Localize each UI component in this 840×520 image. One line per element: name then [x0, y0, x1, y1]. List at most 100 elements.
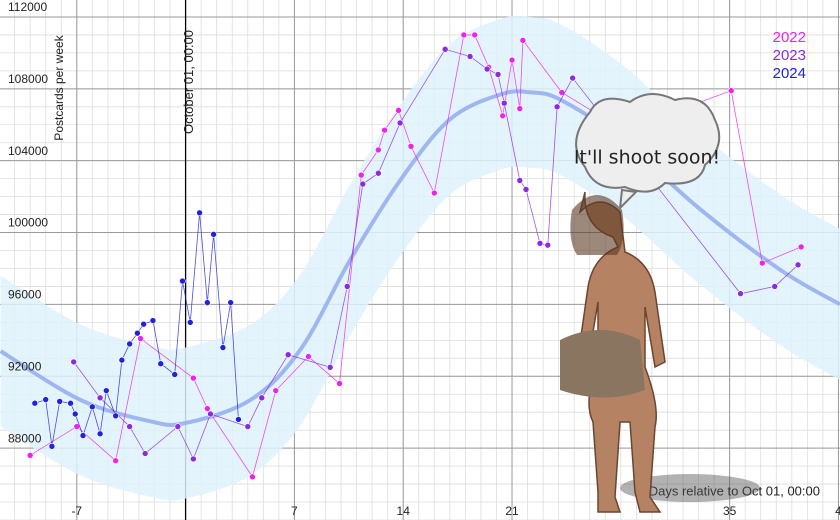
point: [190, 374, 197, 382]
point: [112, 457, 119, 465]
point: [204, 299, 211, 306]
hair: [570, 195, 624, 255]
series-line: [29, 34, 802, 478]
point: [516, 177, 524, 184]
y-tick-label: 96000: [8, 288, 42, 302]
point: [508, 56, 516, 64]
point: [42, 396, 49, 403]
point: [96, 394, 104, 402]
x-tick-label: -7: [71, 504, 82, 518]
x-tick-label: 35: [723, 504, 737, 518]
point: [134, 329, 141, 337]
point: [48, 443, 56, 450]
point: [272, 387, 280, 394]
point: [26, 452, 34, 459]
annotation: It'll shoot soon!: [574, 147, 720, 169]
legend-entry: 2024: [773, 65, 806, 82]
point: [112, 412, 119, 420]
point: [140, 320, 147, 328]
shadow: [620, 474, 760, 502]
point: [258, 394, 266, 402]
point: [727, 87, 735, 94]
point: [244, 423, 252, 430]
x-tick-label: 21: [505, 504, 519, 518]
trend-line: [0, 89, 840, 428]
point: [441, 45, 449, 53]
point: [460, 31, 468, 39]
x-tick-label: 14: [397, 504, 411, 518]
point: [471, 31, 479, 39]
point: [553, 103, 561, 111]
y-tick-label: 92000: [8, 359, 42, 373]
legend-entry: 2022: [773, 29, 806, 46]
point: [56, 398, 63, 405]
point: [70, 358, 77, 366]
point: [179, 277, 186, 285]
x-axis-label: Days relative to Oct 01, 00:00: [649, 483, 820, 498]
point: [305, 353, 312, 360]
point: [326, 363, 334, 371]
point: [375, 169, 382, 177]
point: [249, 473, 256, 481]
point: [118, 356, 126, 364]
point: [519, 37, 527, 44]
point: [67, 399, 74, 407]
point: [235, 416, 242, 423]
point: [381, 126, 388, 134]
point: [499, 112, 506, 120]
point: [157, 360, 165, 367]
point: [207, 410, 214, 418]
y-tick-label: 104000: [8, 144, 48, 158]
point: [466, 53, 474, 60]
y-tick-label: 112000: [8, 0, 47, 14]
y-axis-label: Postcards per week: [52, 34, 66, 140]
origin-label: October 01, 00:00: [181, 30, 196, 134]
point: [103, 387, 110, 394]
y-tick-label: 100000: [8, 216, 48, 230]
point: [516, 105, 524, 112]
point: [126, 423, 133, 430]
point: [375, 146, 382, 154]
point: [483, 65, 491, 73]
y-tick-label: 88000: [8, 431, 42, 445]
point: [569, 74, 576, 82]
point: [137, 335, 144, 342]
point: [141, 450, 149, 457]
point: [544, 241, 552, 249]
point: [396, 119, 404, 127]
point: [204, 405, 211, 412]
point: [737, 290, 744, 297]
point: [431, 189, 438, 197]
point: [758, 259, 766, 267]
point: [357, 171, 365, 179]
point: [794, 261, 802, 269]
x-tick-label: 7: [291, 504, 298, 518]
point: [219, 344, 227, 351]
point: [797, 243, 805, 251]
loincloth: [560, 330, 645, 398]
point: [31, 399, 39, 407]
point: [336, 380, 343, 387]
caveman-figure: [560, 191, 760, 513]
point: [284, 351, 292, 359]
point: [494, 71, 502, 78]
point: [171, 371, 179, 378]
y-tick-label: 108000: [8, 72, 48, 86]
point: [522, 186, 530, 193]
point: [227, 299, 234, 306]
speech-bubble: It'll shoot soon!: [574, 93, 721, 211]
point: [407, 143, 415, 150]
point: [174, 423, 182, 430]
point: [536, 240, 544, 247]
legend-entry: 2023: [773, 47, 806, 64]
point: [395, 107, 402, 114]
point: [359, 180, 367, 188]
point: [149, 317, 157, 324]
point: [771, 283, 779, 290]
point: [96, 430, 104, 438]
point: [210, 231, 217, 238]
point: [190, 455, 197, 463]
point: [186, 319, 194, 326]
point: [500, 99, 508, 107]
